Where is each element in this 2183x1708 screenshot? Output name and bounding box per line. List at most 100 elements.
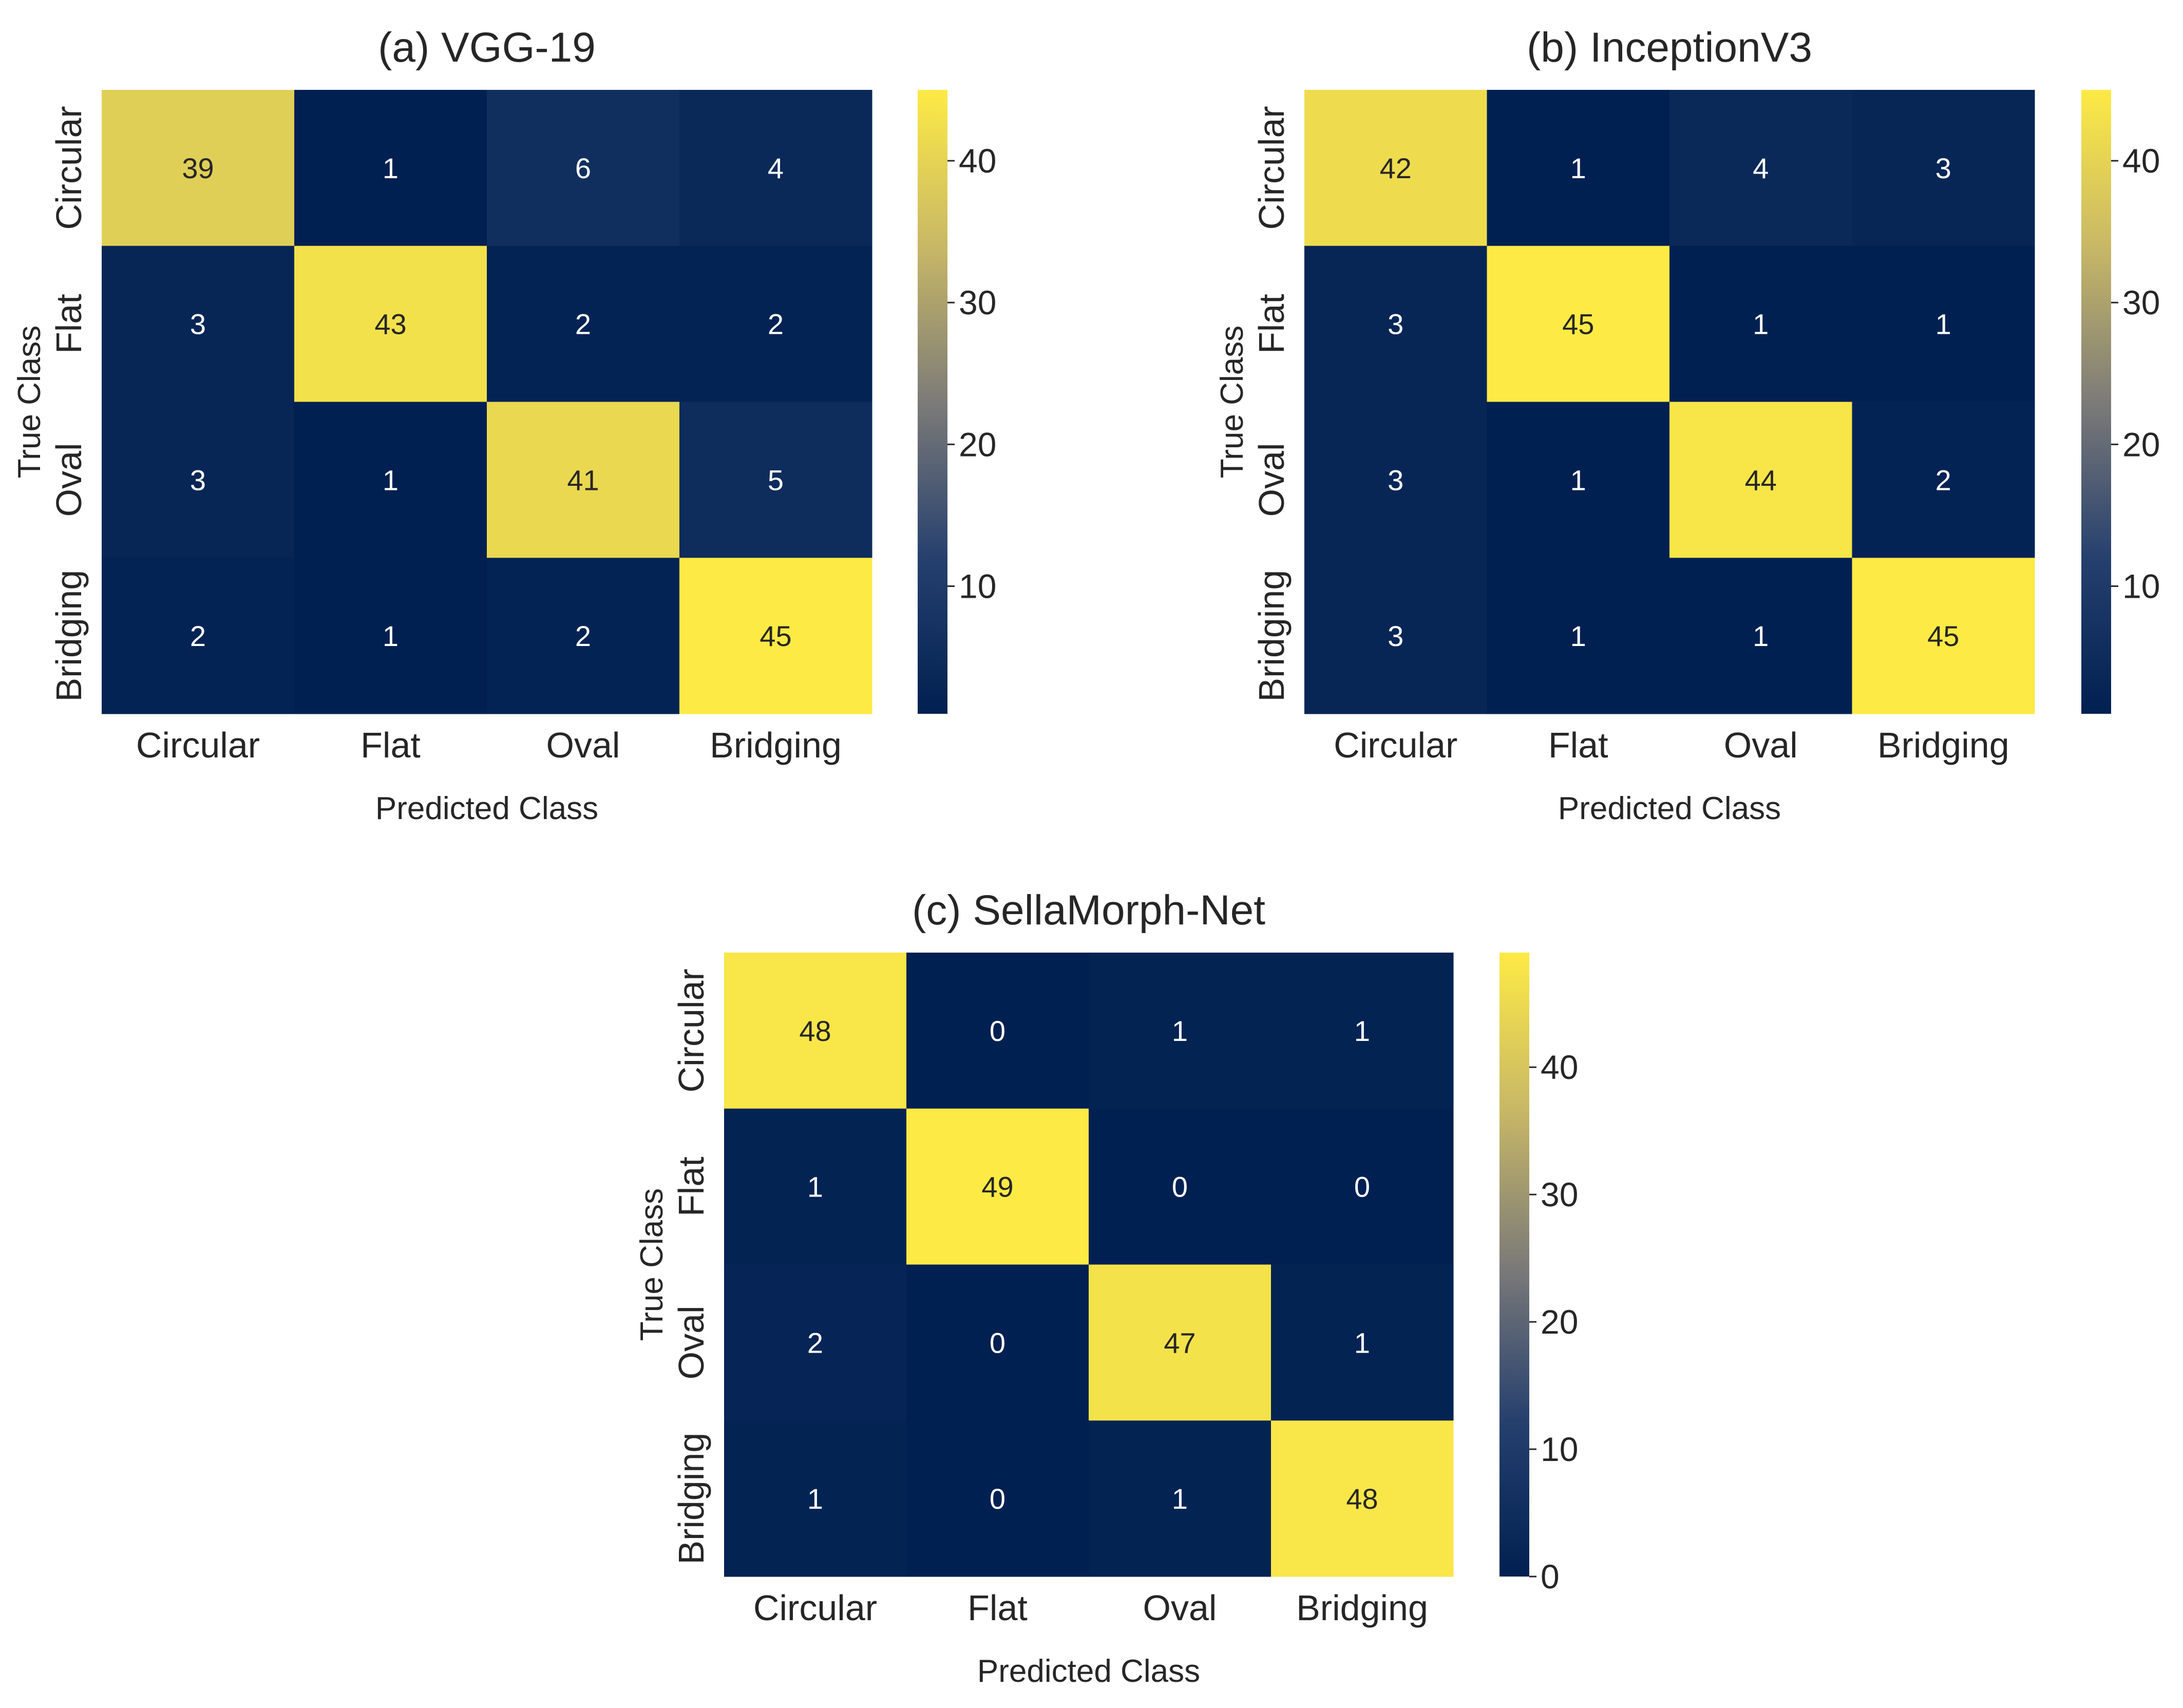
heatmap-cell	[1089, 953, 1271, 1109]
x-tick-label: Oval	[546, 725, 620, 765]
heatmap-cell	[1487, 90, 1670, 246]
x-tick-label: Circular	[1334, 725, 1457, 765]
y-tick-label: Flat	[49, 294, 89, 354]
heatmap-cell	[1089, 1108, 1271, 1265]
cell-value-label: 48	[1346, 1483, 1378, 1515]
cell-value-label: 0	[990, 1015, 1005, 1047]
heatmap-cell	[906, 1108, 1089, 1265]
cell-value-label: 4	[1753, 152, 1769, 184]
cell-value-label: 3	[190, 308, 206, 340]
cell-value-label: 1	[1570, 464, 1586, 496]
cell-value-label: 1	[807, 1483, 823, 1515]
cell-value-label: 1	[1354, 1326, 1370, 1359]
y-tick-label: Bridging	[1251, 570, 1292, 702]
y-tick-label: Flat	[671, 1156, 711, 1217]
heatmap-cell	[1271, 1264, 1454, 1421]
colorbar-tick-label: 10	[959, 567, 996, 605]
cell-value-label: 2	[807, 1326, 823, 1359]
heatmap-cell	[487, 402, 680, 558]
heatmap-cell	[679, 90, 872, 246]
cell-value-label: 45	[760, 620, 791, 652]
chart-title: (b) InceptionV3	[1527, 24, 1812, 71]
heatmap-cell	[1271, 953, 1454, 1109]
cell-value-label: 6	[575, 152, 591, 184]
colorbar-tick-label: 10	[2122, 567, 2160, 605]
colorbar-tick-label: 40	[2122, 142, 2160, 180]
colorbar-tick-label: 0	[1541, 1558, 1560, 1596]
heatmap-cell	[102, 558, 295, 714]
x-axis-label: Predicted Class	[977, 1654, 1200, 1689]
cell-value-label: 48	[799, 1015, 831, 1047]
cell-value-label: 3	[1388, 464, 1403, 496]
y-axis-label: True Class	[12, 326, 47, 478]
heatmap-cell	[1669, 558, 1852, 714]
heatmap-cell	[1487, 402, 1670, 558]
heatmap-cell	[1852, 90, 2035, 246]
cell-value-label: 2	[190, 620, 206, 652]
cell-value-label: 1	[1570, 152, 1586, 184]
cell-value-label: 1	[1570, 620, 1586, 652]
x-axis-label: Predicted Class	[1558, 791, 1781, 826]
cell-value-label: 1	[383, 464, 398, 496]
heatmap-cell	[294, 402, 487, 558]
heatmap-cell	[1487, 558, 1670, 714]
colorbar-tick-label: 10	[1541, 1430, 1578, 1468]
cell-value-label: 1	[1172, 1483, 1188, 1515]
cell-value-label: 1	[383, 620, 398, 652]
y-tick-label: Circular	[671, 969, 711, 1092]
heatmap-cell	[294, 90, 487, 246]
heatmap-cell	[679, 558, 872, 714]
cell-value-label: 1	[1172, 1015, 1188, 1047]
heatmap-cell	[724, 1264, 907, 1421]
colorbar-tick-label: 40	[1541, 1048, 1578, 1086]
heatmap-cell	[1487, 245, 1670, 402]
cell-value-label: 2	[575, 620, 591, 652]
cell-value-label: 44	[1745, 464, 1777, 496]
cell-value-label: 0	[990, 1326, 1005, 1359]
y-tick-label: Oval	[671, 1305, 711, 1379]
y-tick-label: Oval	[49, 443, 89, 517]
heatmap-cell	[1271, 1420, 1454, 1577]
x-tick-label: Oval	[1143, 1588, 1217, 1628]
cell-value-label: 1	[1354, 1015, 1370, 1047]
cell-value-label: 49	[981, 1171, 1013, 1203]
cell-value-label: 1	[1935, 308, 1951, 340]
heatmap-cell	[1304, 558, 1487, 714]
cell-value-label: 43	[374, 308, 406, 340]
heatmap-cell	[487, 90, 680, 246]
cell-value-label: 2	[768, 308, 784, 340]
heatmap-cell	[906, 953, 1089, 1109]
cell-value-label: 42	[1380, 152, 1412, 184]
cell-value-label: 39	[182, 152, 214, 184]
cell-value-label: 45	[1562, 308, 1594, 340]
colorbar-tick-label: 40	[959, 142, 996, 180]
heatmap-cell	[1089, 1264, 1271, 1421]
cell-value-label: 0	[1172, 1171, 1188, 1203]
cell-value-label: 3	[1388, 308, 1403, 340]
heatmap-cell	[1669, 90, 1852, 246]
heatmap-cell	[1669, 402, 1852, 558]
heatmap-cell	[1271, 1108, 1454, 1265]
heatmap-cell	[487, 245, 680, 402]
x-tick-label: Circular	[753, 1588, 877, 1628]
heatmap-cell	[679, 402, 872, 558]
cell-value-label: 0	[990, 1483, 1005, 1515]
heatmap-cell	[1852, 402, 2035, 558]
heatmap-cell	[1089, 1420, 1271, 1577]
colorbar-tick-label: 20	[1541, 1303, 1578, 1341]
cell-value-label: 3	[1388, 620, 1403, 652]
colorbar-tick-label: 20	[2122, 425, 2160, 463]
heatmap-cell	[1669, 245, 1852, 402]
y-tick-label: Circular	[1251, 106, 1292, 230]
x-tick-label: Flat	[1548, 725, 1608, 765]
colorbar	[2081, 90, 2111, 714]
heatmap-cell	[724, 1420, 907, 1577]
cell-value-label: 5	[768, 464, 784, 496]
chart-title: (c) SellaMorph-Net	[912, 887, 1265, 934]
heatmap-cell	[906, 1420, 1089, 1577]
cell-value-label: 45	[1927, 620, 1959, 652]
heatmap-cell	[906, 1264, 1089, 1421]
